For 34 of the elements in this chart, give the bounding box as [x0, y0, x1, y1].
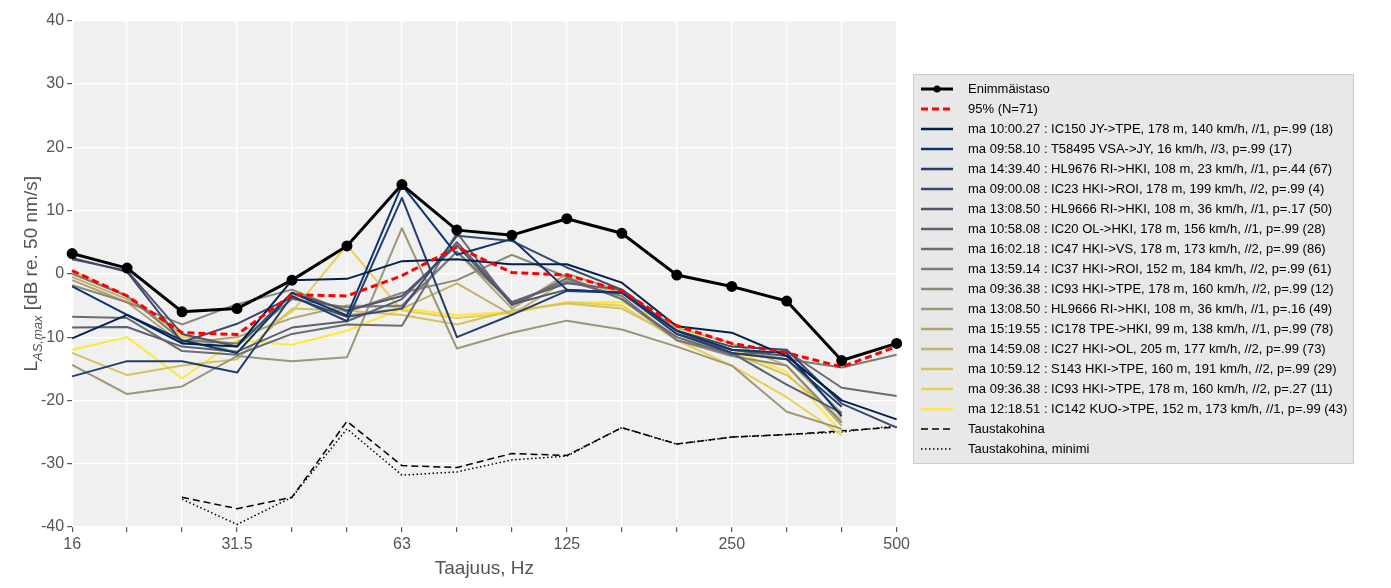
x-axis-title: Taajuus, Hz: [434, 556, 535, 578]
x-tick-label: 250: [718, 535, 746, 553]
y-tick-label: 10: [46, 200, 65, 218]
legend-label: 95% (N=71): [968, 100, 1038, 118]
legend-label: ma 12:18.51 : IC142 KUO->TPE, 152 m, 173 km/h, //1, p=.99 (43): [968, 400, 1348, 418]
x-tick-label: 31.5: [221, 535, 253, 553]
legend-label: ma 14:39.40 : HL9676 RI->HKI, 108 m, 23 km/h, //1, p=.44 (67): [968, 160, 1333, 178]
legend-label: ma 13:59.14 : IC37 HKI->ROI, 152 m, 184 km/h, //2, p=.99 (61): [968, 260, 1332, 278]
y-tick-label: 30: [46, 74, 65, 92]
legend-label: ma 14:59.08 : IC27 HKI->OL, 205 m, 177 km/h, //2, p=.99 (73): [968, 340, 1326, 358]
y-tick-label: -20: [41, 390, 65, 408]
x-tick-label: 63: [393, 535, 411, 553]
y-tick-label: 0: [55, 264, 65, 282]
legend-label: ma 10:00.27 : IC150 JY->TPE, 178 m, 140 km/h, //1, p=.99 (18): [968, 120, 1334, 138]
legend-label: ma 13:08.50 : HL9666 RI->HKI, 108 m, 36 km/h, //1, p=.17 (50): [968, 200, 1333, 218]
legend-label: ma 09:36.38 : IC93 HKI->TPE, 178 m, 160 km/h, //2, p=.27 (11): [968, 380, 1333, 398]
legend-label: ma 10:59.12 : S143 HKI->TPE, 160 m, 191 km/h, //2, p=.99 (29): [968, 360, 1337, 378]
legend-label: ma 09:00.08 : IC23 HKI->ROI, 178 m, 199 km/h, //2, p=.99 (4): [968, 180, 1325, 198]
y-tick-label: 40: [46, 11, 65, 29]
x-tick-label: 500: [883, 535, 911, 553]
legend-label: ma 15:19.55 : IC178 TPE->HKI, 99 m, 138 km/h, //1, p=.99 (78): [968, 320, 1334, 338]
legend-label: ma 09:36.38 : IC93 HKI->TPE, 178 m, 160 km/h, //2, p=.99 (12): [968, 280, 1334, 298]
x-tick-label: 16: [63, 535, 82, 553]
legend-label: ma 09:58.10 : T58495 VSA->JY, 16 km/h, //3, p=.99 (17): [968, 140, 1292, 158]
y-tick-label: -40: [41, 517, 65, 535]
y-tick-label: 20: [46, 137, 65, 155]
legend-label: ma 10:58.08 : IC20 OL->HKI, 178 m, 156 km/h, //1, p=.99 (28): [968, 220, 1326, 238]
legend-label: Enimmäistaso: [968, 80, 1050, 98]
x-tick-label: 125: [553, 535, 581, 553]
legend-label: Taustakohina, minimi: [968, 440, 1090, 458]
legend-label: Taustakohina: [968, 420, 1045, 438]
y-tick-label: -30: [41, 454, 65, 472]
legend-label: ma 13:08.50 : HL9666 RI->HKI, 108 m, 36 km/h, //1, p=.16 (49): [968, 300, 1333, 318]
legend-label: ma 16:02.18 : IC47 HKI->VS, 178 m, 173 km/h, //2, p=.99 (86): [968, 240, 1326, 258]
